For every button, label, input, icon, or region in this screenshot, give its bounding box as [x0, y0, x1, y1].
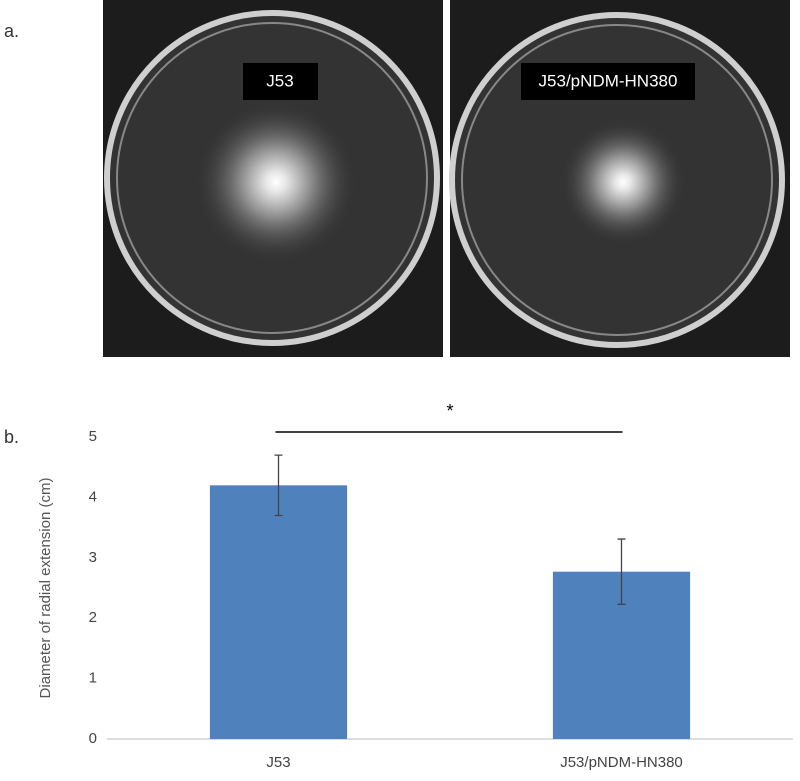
y-tick-label: 1: [89, 670, 97, 687]
bar: [209, 485, 348, 739]
y-axis-label: Diameter of radial extension (cm): [37, 478, 54, 699]
y-tick-label: 4: [89, 488, 97, 505]
y-tick-label: 3: [89, 549, 97, 566]
y-tick-label: 0: [89, 730, 97, 747]
plate-label: J53: [266, 71, 293, 90]
panel-label: b.: [4, 427, 19, 447]
y-tick-label: 5: [89, 428, 97, 445]
panel-label: a.: [4, 21, 19, 41]
y-tick-label: 2: [89, 609, 97, 626]
significance-marker: *: [446, 401, 453, 421]
plate-label: J53/pNDM-HN380: [539, 71, 678, 90]
plate-photo: [103, 0, 443, 357]
error-bar: [617, 538, 626, 605]
x-tick-label: J53/pNDM-HN380: [560, 754, 683, 771]
plate-photo: [449, 0, 790, 357]
x-tick-label: J53: [266, 754, 290, 771]
error-bar: [274, 454, 283, 517]
